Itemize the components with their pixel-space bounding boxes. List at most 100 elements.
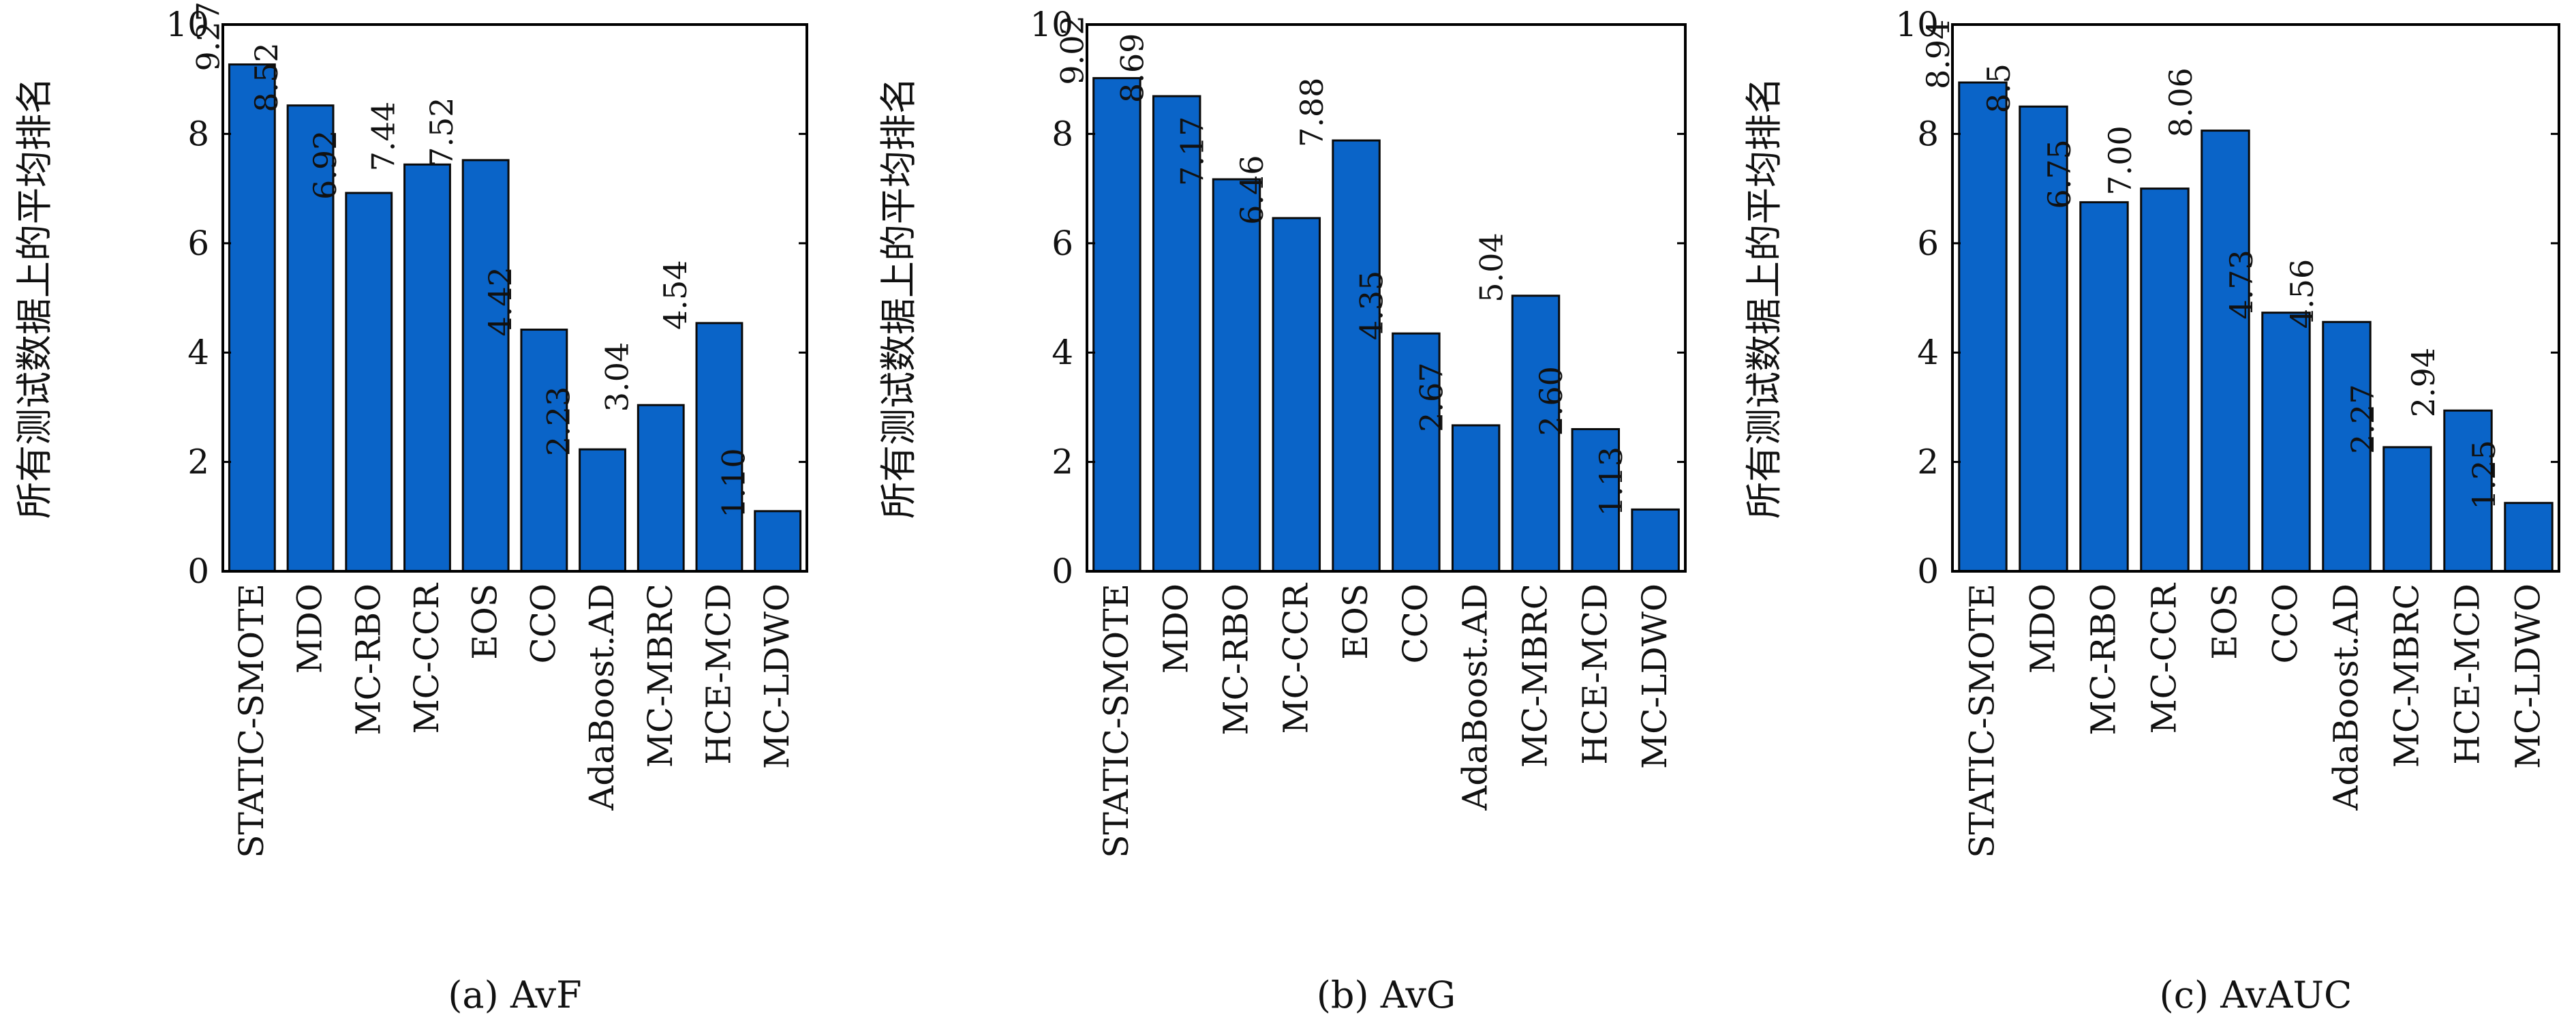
bar xyxy=(579,448,626,573)
y-tick-label: 10 xyxy=(166,5,209,44)
bar-value-label: 1.10 xyxy=(716,448,752,517)
bar-value-label: 4.54 xyxy=(657,260,694,329)
bar xyxy=(2504,502,2554,573)
bar xyxy=(1332,139,1381,573)
y-tick-label: 4 xyxy=(187,333,209,372)
x-tick-label: HCE-MCD xyxy=(699,584,738,765)
bar xyxy=(1272,217,1321,573)
bar xyxy=(228,63,276,573)
x-tick-label: MC-LDWO xyxy=(2509,584,2548,769)
bar-value-label: 8.5 xyxy=(1980,63,2017,113)
bar-value-label: 1.13 xyxy=(1593,447,1629,516)
bar-value-label: 8.06 xyxy=(2162,67,2199,137)
bar xyxy=(2019,105,2068,573)
y-axis-label: 所有测试数据上的平均排名 xyxy=(1743,77,1785,519)
x-tick-label: AdaBoost.AD xyxy=(2327,584,2366,811)
x-tick-label: STATIC-SMOTE xyxy=(1963,584,2002,858)
bar xyxy=(695,322,743,573)
y-tick-label: 6 xyxy=(1052,224,1073,263)
bar-value-label: 7.88 xyxy=(1293,78,1330,147)
bar xyxy=(461,159,510,573)
y-tick-label: 0 xyxy=(187,552,209,591)
x-tick-label: MC-RBO xyxy=(348,584,388,736)
x-tick-label: MC-MBRC xyxy=(1516,584,1555,768)
x-tick-label: MDO xyxy=(290,584,330,674)
bar-value-label: 8.69 xyxy=(1114,33,1150,103)
chart-panel-2: 8.94 STATIC-SMOTE 8.5 MDO 6.75 MC-RBO 7.00 MC-C… xyxy=(1743,5,2560,1016)
bar xyxy=(403,163,451,573)
x-tick-label: CCO xyxy=(523,584,563,664)
x-tick-label: HCE-MCD xyxy=(1575,584,1614,765)
x-tick-label: EOS xyxy=(2205,584,2245,660)
bar xyxy=(2140,187,2190,573)
x-tick-label: MC-LDWO xyxy=(757,584,797,769)
bar-value-label: 4.35 xyxy=(1353,271,1390,340)
bar-value-label: 2.60 xyxy=(1533,366,1569,436)
chart-panel-0: 9.27 STATIC-SMOTE 8.52 MDO 6.92 MC-RBO 7.44 MC-… xyxy=(13,1,808,1016)
bar xyxy=(754,510,802,573)
y-tick-label: 2 xyxy=(1052,442,1073,482)
bar-value-label: 4.42 xyxy=(482,267,519,336)
x-tick-label: STATIC-SMOTE xyxy=(1097,584,1136,858)
x-tick-label: MDO xyxy=(2023,584,2063,674)
x-tick-label: MDO xyxy=(1156,584,1196,674)
plot-frame xyxy=(221,23,808,573)
x-tick-label: AdaBoost.AD xyxy=(582,584,622,811)
x-tick-label: EOS xyxy=(465,584,505,660)
bar-value-label: 1.25 xyxy=(2466,440,2502,509)
bar xyxy=(1152,95,1201,573)
bar xyxy=(637,404,685,573)
y-tick-label: 0 xyxy=(1917,552,1939,591)
y-tick-label: 8 xyxy=(1917,114,1939,153)
plot-frame xyxy=(1951,23,2560,573)
bar xyxy=(2201,130,2250,573)
bar-value-label: 9.02 xyxy=(1054,15,1091,85)
y-tick-label: 4 xyxy=(1917,333,1939,372)
y-tick-label: 2 xyxy=(1917,442,1939,482)
bar xyxy=(1631,508,1680,573)
bar-value-label: 2.94 xyxy=(2405,348,2442,417)
bar-value-label: 2.23 xyxy=(540,387,577,456)
y-axis-label: 所有测试数据上的平均排名 xyxy=(13,77,56,519)
y-tick-label: 6 xyxy=(187,224,209,263)
y-tick-label: 10 xyxy=(1030,5,1073,44)
bar-value-label: 7.17 xyxy=(1174,117,1210,186)
bar xyxy=(1092,77,1141,573)
bar xyxy=(2382,446,2432,573)
y-tick-label: 4 xyxy=(1052,333,1073,372)
bar-value-label: 3.04 xyxy=(598,342,635,412)
panel-caption: (b) AvG xyxy=(1317,974,1456,1016)
y-tick-label: 10 xyxy=(1895,5,1939,44)
bar xyxy=(2261,312,2311,573)
bar-value-label: 8.52 xyxy=(248,42,285,112)
x-tick-label: MC-CCR xyxy=(407,583,446,734)
bar-value-label: 4.56 xyxy=(2284,259,2320,329)
y-tick-label: 8 xyxy=(1052,114,1073,153)
x-tick-label: MC-CCR xyxy=(1276,583,1315,734)
y-tick-label: 6 xyxy=(1917,224,1939,263)
bar xyxy=(1212,178,1261,573)
x-tick-label: MC-MBRC xyxy=(2387,584,2427,768)
y-tick-label: 8 xyxy=(187,114,209,153)
bar-value-label: 7.52 xyxy=(423,97,460,166)
bar-value-label: 7.00 xyxy=(2102,125,2138,195)
bar-value-label: 5.04 xyxy=(1473,232,1509,302)
y-tick-label: 0 xyxy=(1052,552,1073,591)
bar xyxy=(1958,81,2008,573)
x-tick-label: STATIC-SMOTE xyxy=(232,584,271,858)
x-tick-label: AdaBoost.AD xyxy=(1456,584,1495,811)
bar-value-label: 2.67 xyxy=(1413,362,1450,432)
bar xyxy=(345,192,393,573)
plot-frame xyxy=(1086,23,1687,573)
x-tick-label: CCO xyxy=(1396,584,1435,664)
panel-caption: (c) AvAUC xyxy=(2160,974,2352,1016)
bar-value-label: 6.46 xyxy=(1233,155,1270,224)
bar-value-label: 4.73 xyxy=(2223,250,2260,319)
y-tick-label: 2 xyxy=(187,442,209,482)
bar-value-label: 6.75 xyxy=(2041,139,2078,209)
x-tick-label: HCE-MCD xyxy=(2448,584,2487,765)
bar xyxy=(2079,201,2129,573)
x-tick-label: MC-MBRC xyxy=(641,584,680,768)
panel-caption: (a) AvF xyxy=(448,974,581,1016)
